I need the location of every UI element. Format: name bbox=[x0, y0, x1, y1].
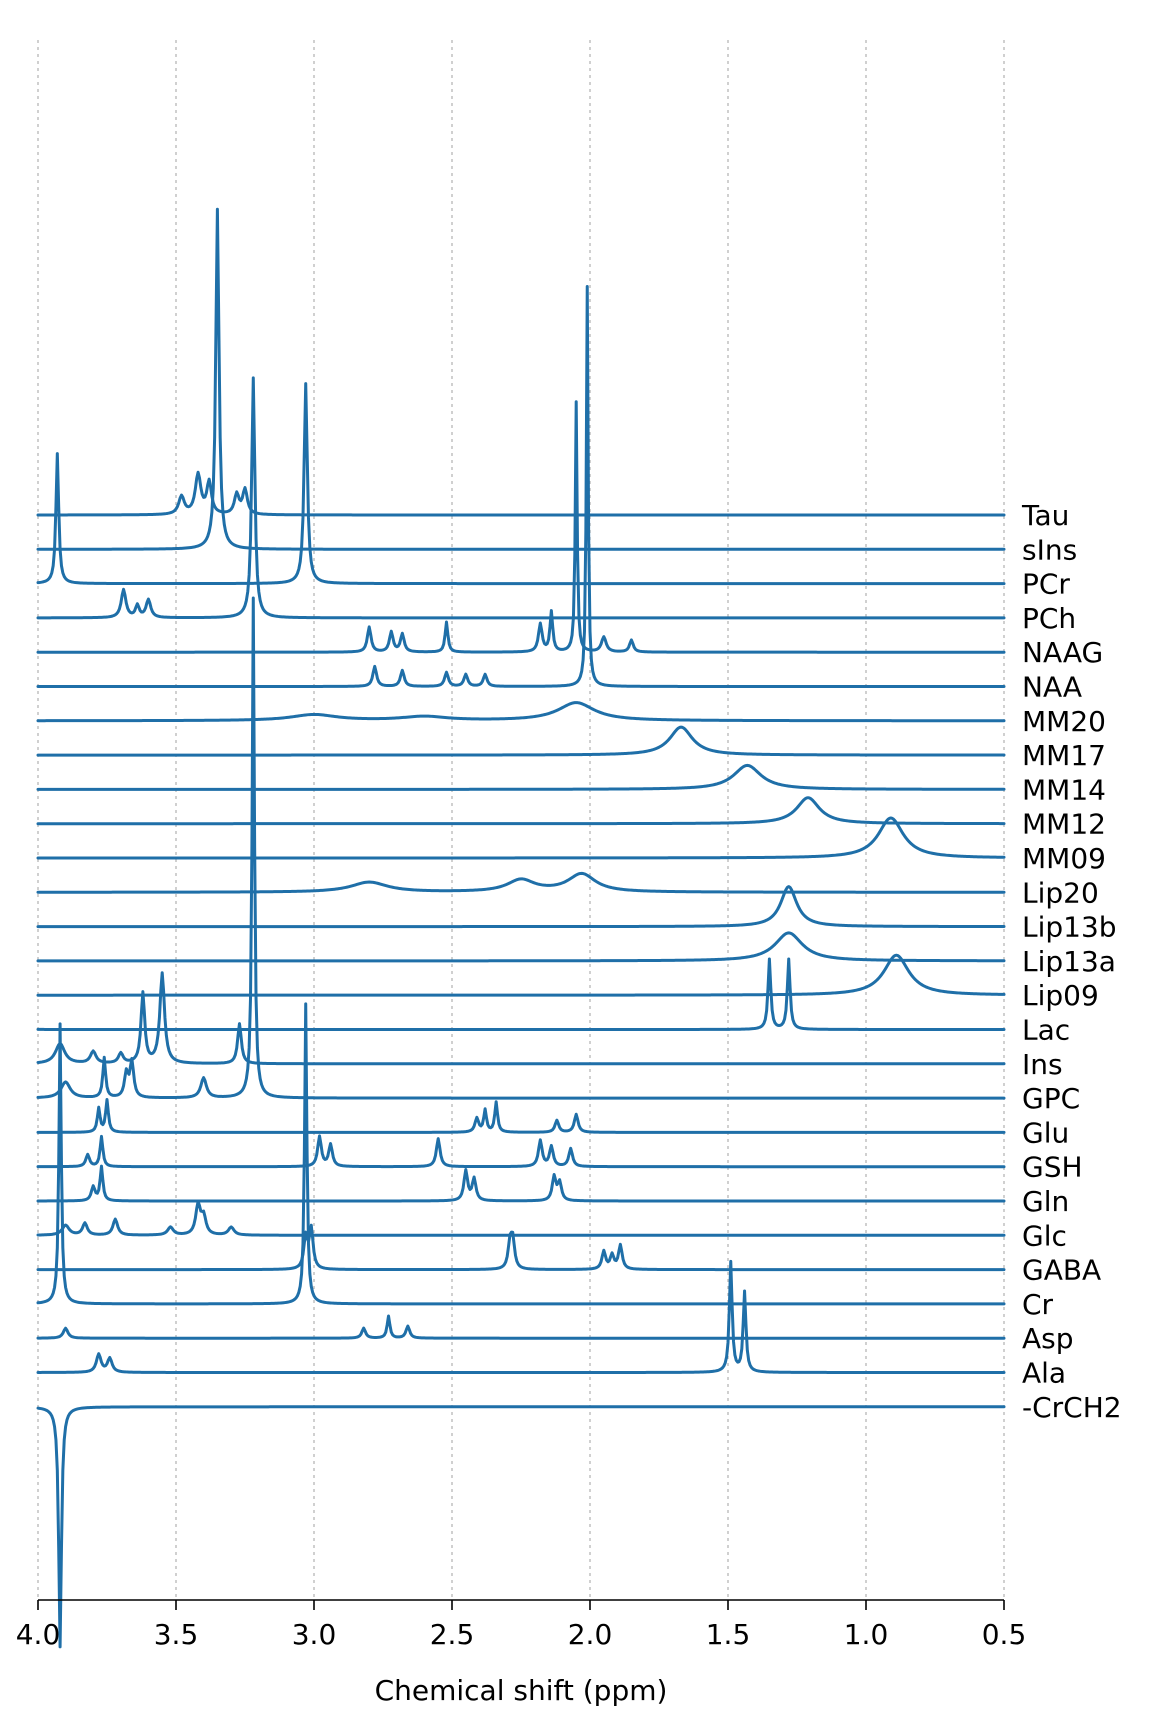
series-label-gaba: GABA bbox=[1022, 1254, 1101, 1287]
spectrum-line-crch2 bbox=[36, 1405, 1006, 1649]
series-label-mm20: MM20 bbox=[1022, 705, 1106, 738]
spectrum-line-gpc bbox=[36, 596, 1006, 1100]
series-label-pcr: PCr bbox=[1022, 568, 1070, 601]
x-tick-label: 0.5 bbox=[982, 1618, 1027, 1651]
spectrum-line-lac bbox=[36, 957, 1006, 1031]
series-label-mm14: MM14 bbox=[1022, 773, 1106, 806]
series-label-layer: TausInsPCrPChNAAGNAAMM20MM17MM14MM12MM09… bbox=[1021, 499, 1122, 1424]
x-tick-label: 1.5 bbox=[706, 1618, 751, 1651]
series-label-mm09: MM09 bbox=[1022, 842, 1106, 875]
series-label-glc: Glc bbox=[1022, 1219, 1067, 1252]
series-label-cr: Cr bbox=[1022, 1288, 1054, 1321]
spectrum-line-pcr bbox=[36, 382, 1006, 586]
spectrum-line-gln bbox=[36, 1164, 1006, 1203]
spectrum-line-naag bbox=[36, 400, 1006, 654]
series-label-asp: Asp bbox=[1022, 1322, 1074, 1355]
series-label-gsh: GSH bbox=[1022, 1151, 1083, 1184]
x-tick-label: 2.0 bbox=[568, 1618, 613, 1651]
x-tick-label: 1.0 bbox=[844, 1618, 889, 1651]
spectrum-line-sins bbox=[36, 207, 1006, 551]
series-label-lip13b: Lip13b bbox=[1022, 911, 1117, 944]
spectrum-line-mm12 bbox=[36, 796, 1006, 826]
series-label-pch: PCh bbox=[1022, 602, 1076, 635]
spectrum-line-asp bbox=[36, 1314, 1006, 1340]
spectrum-line-mm09 bbox=[36, 816, 1006, 860]
spectrum-line-ala bbox=[36, 1259, 1006, 1374]
spectrum-line-cr bbox=[36, 1002, 1006, 1306]
series-label-gpc: GPC bbox=[1022, 1082, 1080, 1115]
series-label-lip09: Lip09 bbox=[1022, 979, 1099, 1012]
spectrum-line-gaba bbox=[36, 1223, 1006, 1272]
spectrum-line-naa bbox=[36, 284, 1006, 688]
x-axis-label: Chemical shift (ppm) bbox=[375, 1674, 668, 1707]
series-label-tau: Tau bbox=[1021, 499, 1069, 532]
series-label-glu: Glu bbox=[1022, 1116, 1069, 1149]
series-label-naag: NAAG bbox=[1022, 636, 1103, 669]
spectrum-line-mm14 bbox=[36, 763, 1006, 791]
series-label-sins: sIns bbox=[1022, 533, 1077, 566]
series-label-naa: NAA bbox=[1022, 671, 1082, 704]
x-tick-label: 3.0 bbox=[292, 1618, 337, 1651]
series-label-mm12: MM12 bbox=[1022, 808, 1106, 841]
series-label-lip13a: Lip13a bbox=[1022, 945, 1116, 978]
trace-layer bbox=[36, 207, 1006, 1649]
grid-layer bbox=[37, 40, 1005, 1600]
spectrum-line-gsh bbox=[36, 1134, 1006, 1169]
series-label-mm17: MM17 bbox=[1022, 739, 1106, 772]
x-tick-label: 3.5 bbox=[154, 1618, 199, 1651]
spectrum-line-glc bbox=[36, 1199, 1006, 1237]
series-label-lac: Lac bbox=[1022, 1014, 1070, 1047]
series-label-gln: Gln bbox=[1022, 1185, 1069, 1218]
spectrum-line-lip09 bbox=[36, 953, 1006, 997]
spectrum-line-lip20 bbox=[36, 871, 1006, 894]
spectrum-line-tau bbox=[36, 470, 1006, 517]
x-axis: 4.0 3.5 3.0 2.5 2.0 1.5 1.0 0.5 bbox=[16, 1599, 1027, 1651]
x-tick-label: 4.0 bbox=[16, 1618, 61, 1651]
series-label-crch2: -CrCH2 bbox=[1022, 1391, 1122, 1424]
x-tick-label: 2.5 bbox=[430, 1618, 475, 1651]
spectrum-line-pch bbox=[36, 376, 1006, 620]
series-label-ala: Ala bbox=[1022, 1357, 1066, 1390]
spectrum-line-mm20 bbox=[36, 701, 1006, 723]
spectrum-line-mm17 bbox=[36, 725, 1006, 757]
spectrum-line-ins bbox=[36, 971, 1006, 1066]
spectrum-line-lip13a bbox=[36, 931, 1006, 963]
spectrum-line-glu bbox=[36, 1097, 1006, 1134]
series-label-lip20: Lip20 bbox=[1022, 876, 1099, 909]
series-label-ins: Ins bbox=[1022, 1048, 1063, 1081]
spectrum-line-lip13b bbox=[36, 885, 1006, 929]
